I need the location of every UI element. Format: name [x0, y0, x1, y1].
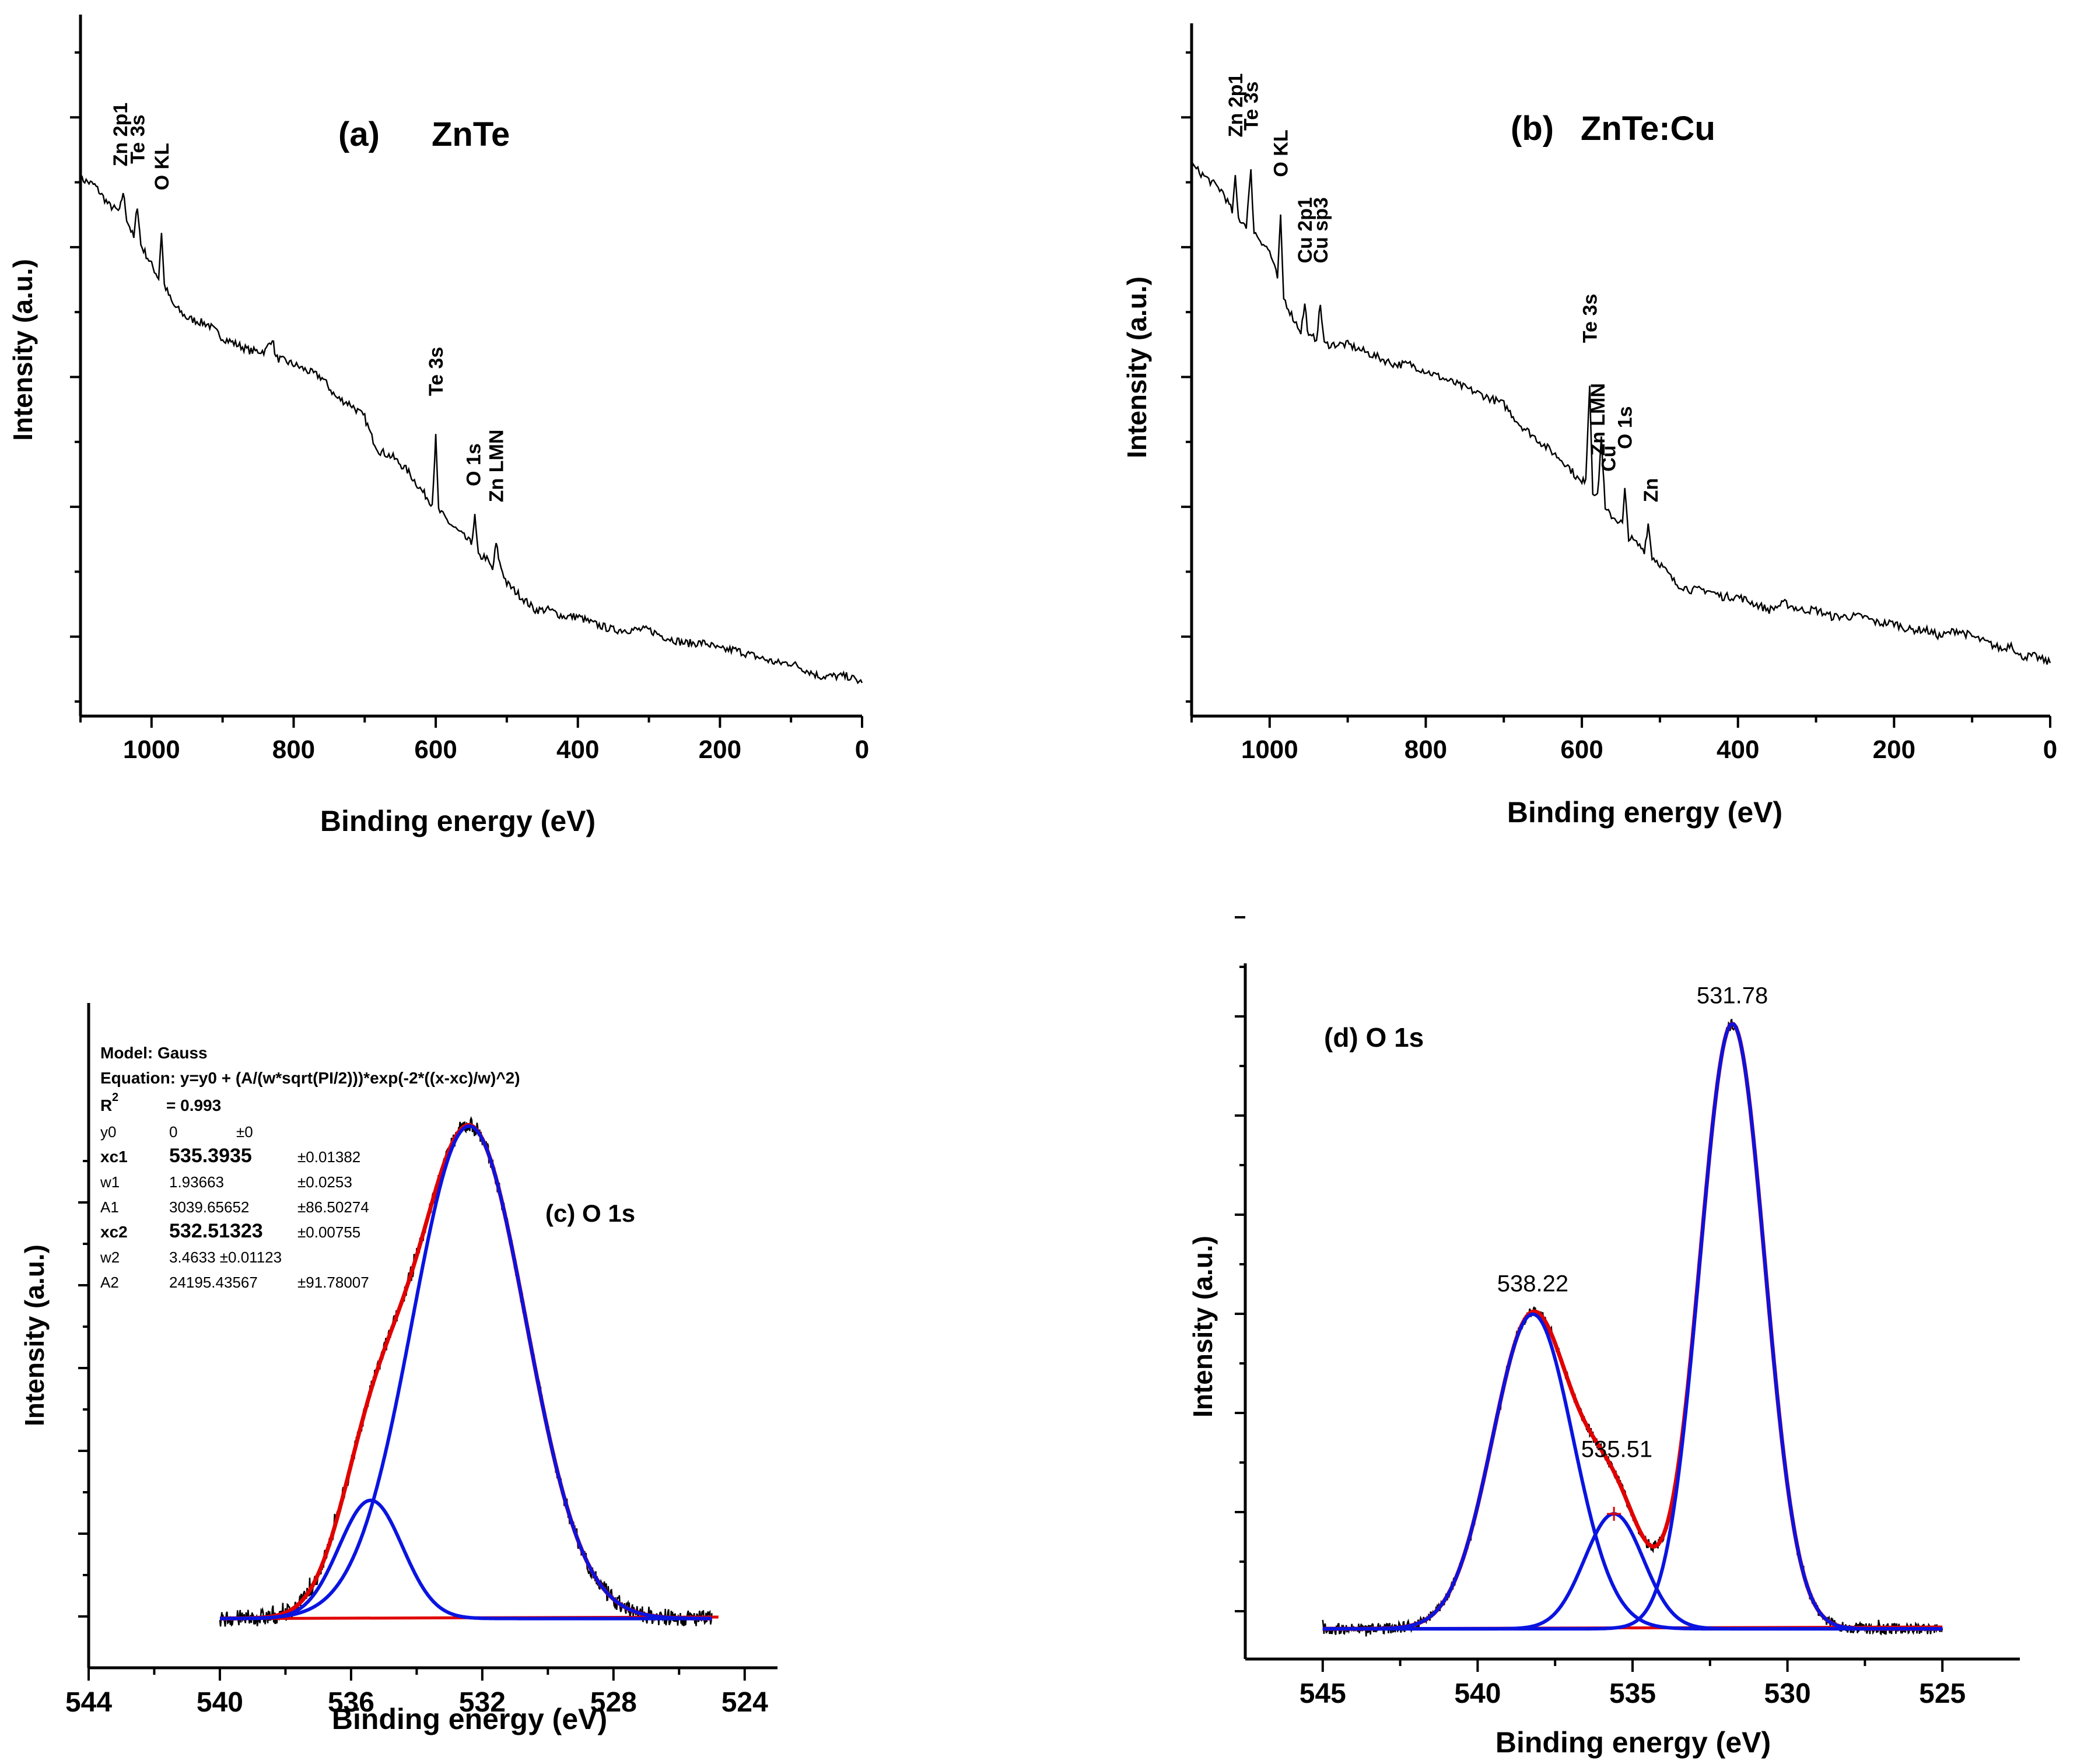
panel-b-peak-annotation: Zn 2p1 [1225, 73, 1247, 138]
panel-d-x-tick-label: 525 [1919, 1678, 1966, 1709]
panel-a-x-tick-label: 400 [556, 735, 599, 764]
panel-b-x-tick-label: 1000 [1241, 735, 1298, 764]
panel-c-x-tick-label: 540 [197, 1687, 243, 1718]
panel-d-peak-1-component [1322, 1312, 1943, 1631]
panel-c-x-tick-label: 544 [65, 1687, 112, 1718]
panel-b-x-tick-label: 0 [2043, 735, 2057, 764]
panel-d-x-tick-label: 545 [1300, 1678, 1346, 1709]
panel-d-peak-label: 535.51 [1581, 1437, 1652, 1463]
panel-d-x-tick-label: 535 [1609, 1678, 1656, 1709]
panel-a-x-tick-label: 800 [272, 735, 315, 764]
fit-param-name: A1 [100, 1198, 119, 1216]
fit-param-value: 24195.43567 [169, 1274, 258, 1291]
panel-a-peak-annotation: Zn 2p1 [110, 103, 132, 167]
panel-b-peak-annotation: Cu 2p1 [1294, 197, 1316, 263]
panel-c-x-tick-label: 528 [590, 1687, 637, 1718]
panel-d-x-tick-label: 540 [1454, 1678, 1501, 1709]
panel-c: 544 540 536 532 528 524 Model: Gauss Equation… [19, 1003, 777, 1735]
panel-d-peak-2-component [1322, 1512, 1943, 1631]
panel-a-title: ZnTe [432, 115, 510, 153]
fit-param-name: A2 [100, 1274, 119, 1291]
fit-parameter-box: Model: Gauss Equation: y=y0 + (A/(w*sqrt… [100, 1044, 520, 1291]
fit-r2-superscript: 2 [112, 1091, 118, 1104]
fit-param-name: w1 [100, 1173, 120, 1191]
panel-b-peak-annotation: Zn [1640, 478, 1662, 503]
panel-c-peak-2-component [220, 1124, 712, 1621]
panel-d-title: (d) O 1s [1324, 1022, 1424, 1053]
panel-b-spectrum-line [1190, 162, 2051, 665]
panel-a-spectrum-line [79, 176, 863, 685]
panel-a-peak-annotation: O 1s [463, 443, 485, 486]
panel-d-peak-3-component [1322, 1022, 1943, 1631]
fit-param-error: ±0.01382 [297, 1148, 360, 1166]
panel-b-peak-annotation: Cu sp3 [1310, 197, 1332, 263]
panel-a-x-tick-label: 1000 [123, 735, 180, 764]
panel-c-data-line [219, 1116, 713, 1627]
panel-c-peak-1-component [220, 1498, 712, 1621]
fit-r2-label: R [100, 1096, 112, 1114]
panel-c-x-tick-label: 532 [459, 1687, 506, 1718]
fit-param-error: ±0 [236, 1123, 253, 1141]
panel-a-label: (a) [338, 115, 380, 153]
panel-b-y-label: Intensity (a.u.) [1122, 276, 1152, 458]
panel-b-peak-annotation: O 1s [1614, 406, 1637, 449]
fit-param-error: ±0.00755 [297, 1223, 360, 1241]
panel-a-peak-annotation: Te 3s [127, 114, 149, 163]
panel-d-x-tick-label: 530 [1764, 1678, 1811, 1709]
fit-param-error: ±0.0253 [297, 1173, 352, 1191]
panel-d-peak-label: 531.78 [1697, 983, 1768, 1009]
fit-param-name: w2 [100, 1249, 120, 1266]
panel-a-peak-annotation: Te 3s [425, 347, 447, 396]
fit-param-name: y0 [100, 1123, 116, 1141]
panel-a-x-label: Binding energy (eV) [320, 805, 596, 837]
panel-d: 545 540 535 530 525 538.22 535.51 531.78 (d) O… [1188, 916, 2020, 1759]
panel-d-y-label: Intensity (a.u.) [1188, 1236, 1218, 1418]
panel-d-peak-label: 538.22 [1497, 1271, 1568, 1296]
panel-c-x-label: Binding energy (eV) [332, 1703, 607, 1735]
fit-model: Model: Gauss [100, 1044, 208, 1062]
panel-b-peak-annotation: Te 3s [1579, 294, 1601, 343]
panel-c-x-tick-label: 536 [328, 1687, 374, 1718]
fit-equation: Equation: y=y0 + (A/(w*sqrt(PI/2)))*exp(… [100, 1069, 520, 1087]
panel-a-x-tick-label: 600 [414, 735, 457, 764]
panel-a-x-tick-label: 0 [855, 735, 869, 764]
panel-b-peak-annotation: O KL [1270, 129, 1293, 177]
fit-r2-value: = 0.993 [166, 1096, 221, 1114]
panel-b-peak-annotation: Te 3s [1241, 82, 1263, 131]
fit-param-error: ±86.50274 [297, 1198, 369, 1216]
fit-param-name: xc2 [100, 1223, 128, 1241]
fit-param-value: 3039.65652 [169, 1198, 249, 1216]
panel-c-title: (c) O 1s [545, 1200, 635, 1227]
panel-c-y-label: Intensity (a.u.) [19, 1244, 50, 1426]
panel-d-data-line [1322, 1018, 1943, 1637]
panel-c-cumulative-fit [220, 1123, 712, 1621]
panel-b-x-tick-label: 600 [1560, 735, 1603, 764]
panel-b-title: ZnTe:Cu [1581, 110, 1715, 148]
panel-a-peak-annotation: O KL [151, 143, 173, 190]
fit-param-value: 0 [169, 1123, 177, 1141]
fit-param-error: ±91.78007 [297, 1274, 369, 1291]
panel-b-x-tick-label: 200 [1873, 735, 1915, 764]
panel-b-x-tick-label: 400 [1717, 735, 1759, 764]
fit-param-value: 1.93663 [169, 1173, 224, 1191]
fit-param-name: xc1 [100, 1148, 128, 1166]
panel-d-x-label: Binding energy (eV) [1495, 1726, 1771, 1759]
fit-param-value: 535.3935 [169, 1145, 252, 1167]
fit-param-value: 3.4633 ±0.01123 [169, 1249, 282, 1266]
panel-b-x-label: Binding energy (eV) [1507, 796, 1782, 829]
panel-b-peak-annotation: Zn LMN [1587, 383, 1609, 456]
fit-param-value: 532.51323 [169, 1220, 263, 1242]
panel-a-x-tick-label: 200 [699, 735, 741, 764]
panel-b-label: (b) [1511, 110, 1554, 148]
panel-c-x-tick-label: 524 [721, 1687, 768, 1718]
panel-a-y-label: Intensity (a.u.) [8, 259, 38, 441]
panel-a-peak-annotation: Zn LMN [486, 430, 508, 503]
panel-b-x-tick-label: 800 [1404, 735, 1447, 764]
panel-b-peak-annotation: Cu [1598, 446, 1620, 472]
